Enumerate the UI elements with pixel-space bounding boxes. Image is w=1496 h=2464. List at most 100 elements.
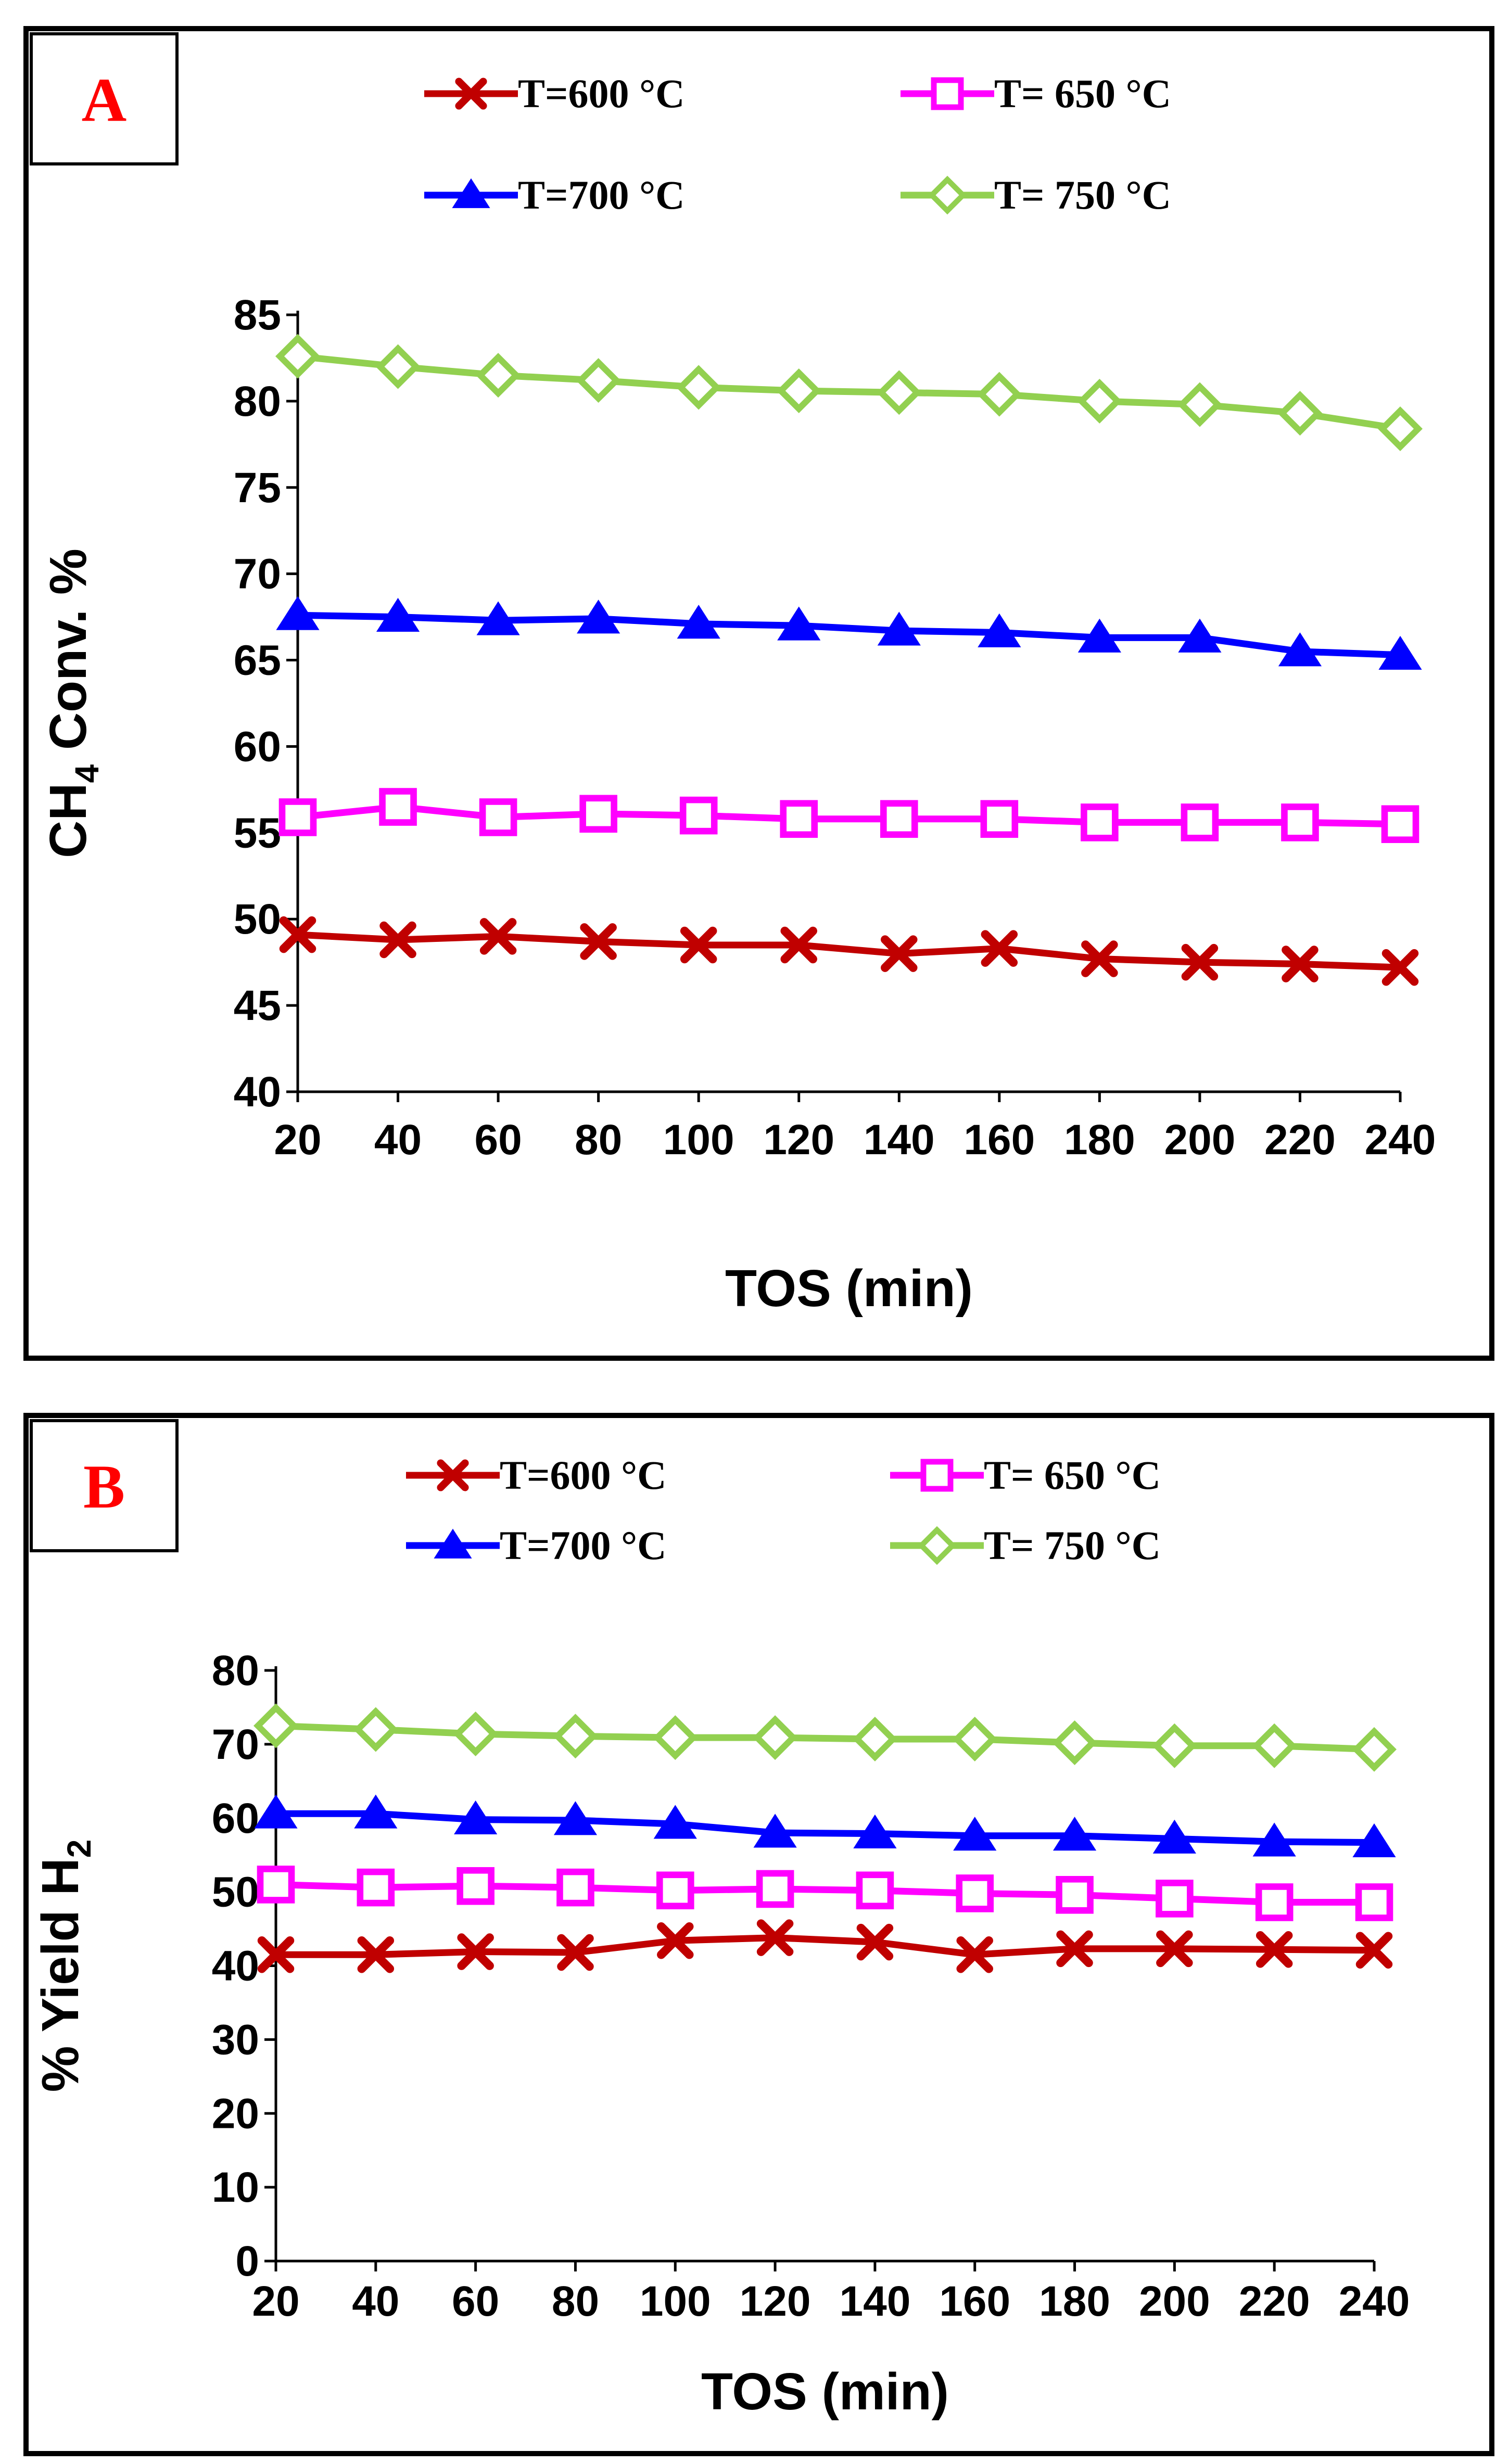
data-point <box>676 365 721 410</box>
data-point <box>580 923 617 960</box>
x-tick-label: 220 <box>1264 1116 1336 1164</box>
data-point <box>953 1817 997 1851</box>
y-tick-label: 40 <box>234 1068 281 1116</box>
legend-label: T=700 °C <box>500 1523 667 1568</box>
x-tick-label: 140 <box>864 1116 935 1164</box>
x-tick-label: 20 <box>274 1116 321 1164</box>
data-point <box>257 1936 295 1973</box>
y-tick-label: 20 <box>212 2090 259 2137</box>
legend-entry: T=700 °C <box>406 1523 667 1568</box>
data-point <box>1181 943 1219 981</box>
data-point <box>276 596 320 630</box>
data-point <box>653 1805 697 1839</box>
legend-entry: T= 650 °C <box>890 1452 1161 1498</box>
data-point <box>357 1868 395 1907</box>
data-point <box>1352 1727 1397 1772</box>
series-line <box>297 931 1401 971</box>
legend-label: T=600 °C <box>518 71 685 116</box>
data-point <box>1278 632 1322 667</box>
data-point <box>479 918 517 955</box>
data-point <box>753 1814 797 1848</box>
data-point <box>476 601 520 635</box>
data-point <box>1277 391 1323 436</box>
legend-marker <box>437 1459 469 1491</box>
x-tick-label: 20 <box>252 2278 299 2325</box>
y-tick-label: 70 <box>234 551 281 598</box>
data-point <box>257 1866 295 1904</box>
data-point <box>877 611 921 646</box>
data-point <box>557 1934 594 1971</box>
data-point <box>275 334 320 379</box>
y-axis-title: CH4 Conv. % <box>39 548 106 858</box>
y-axis-title-sub: 4 <box>68 764 106 783</box>
series-line <box>276 1810 1375 1846</box>
data-point <box>1056 1930 1093 1968</box>
data-point <box>457 1867 495 1905</box>
x-tick-label: 200 <box>1164 1116 1235 1164</box>
data-point <box>1281 803 1319 841</box>
data-point <box>880 800 918 838</box>
legend-entry: T=600 °C <box>424 71 685 116</box>
series-750 <box>253 1703 1397 1772</box>
x-tick-label: 120 <box>740 2278 811 2325</box>
data-point <box>379 921 416 959</box>
y-tick-label: 65 <box>234 637 281 684</box>
series-650 <box>257 1866 1393 1921</box>
data-point <box>756 1919 794 1956</box>
data-point <box>1077 378 1122 424</box>
data-point <box>657 1922 694 1959</box>
x-tick-label: 140 <box>839 2278 910 2325</box>
data-point <box>556 1868 594 1907</box>
data-point <box>1178 618 1222 653</box>
legend-entry: T= 750 °C <box>890 1523 1161 1568</box>
legend-marker <box>452 178 490 208</box>
data-point <box>553 1714 598 1759</box>
y-tick-label: 75 <box>234 464 281 512</box>
x-tick-label: 160 <box>939 2278 1010 2325</box>
data-point <box>1381 949 1419 986</box>
data-point <box>1152 1723 1197 1768</box>
legend-marker <box>920 1459 954 1492</box>
x-tick-label: 180 <box>1064 1116 1135 1164</box>
data-point <box>679 796 718 835</box>
y-axis-title: % Yield H2 <box>31 1840 98 2092</box>
data-point <box>780 800 818 838</box>
data-point <box>856 1923 894 1961</box>
x-tick-label: 160 <box>963 1116 1035 1164</box>
x-tick-label: 180 <box>1039 2278 1110 2325</box>
series-700 <box>254 1794 1396 1857</box>
x-tick-label: 220 <box>1239 2278 1310 2325</box>
data-point <box>977 372 1022 417</box>
series-700 <box>276 596 1422 670</box>
panel-letter-box <box>30 1419 179 1552</box>
data-point <box>1056 1875 1094 1914</box>
data-point <box>680 926 717 964</box>
legend-marker <box>928 175 967 215</box>
x-tick-label: 100 <box>663 1116 734 1164</box>
legend-label: T=700 °C <box>518 172 685 218</box>
data-point <box>776 368 821 413</box>
chart-panel-a: A 40 45 50 55 60 65 70 75 80 85 20 40 60 80 100 120 140 16… <box>23 26 1494 1361</box>
x-axis-title: TOS (min) <box>701 2363 949 2421</box>
y-axis-title-sub: 2 <box>60 1840 98 1858</box>
data-point <box>577 599 620 634</box>
data-point <box>978 613 1021 647</box>
chart-frame <box>23 26 1494 1361</box>
series-750 <box>275 334 1423 451</box>
panel-letter: B <box>83 1452 125 1521</box>
legend-marker <box>917 1526 957 1565</box>
y-tick-label: 80 <box>234 378 281 425</box>
data-point <box>1252 1723 1297 1768</box>
x-axis-title: TOS (min) <box>725 1259 973 1318</box>
data-point <box>278 798 317 836</box>
x-tick-label: 240 <box>1339 2278 1410 2325</box>
x-tick-label: 60 <box>452 2278 499 2325</box>
data-point <box>1152 1819 1196 1854</box>
data-point <box>476 353 521 398</box>
data-point <box>1256 1931 1293 1968</box>
x-tick-label: 100 <box>640 2278 711 2325</box>
y-tick-label: 50 <box>212 1869 259 1916</box>
series-line <box>276 1934 1375 1958</box>
data-point <box>279 916 316 953</box>
data-point <box>379 788 417 826</box>
